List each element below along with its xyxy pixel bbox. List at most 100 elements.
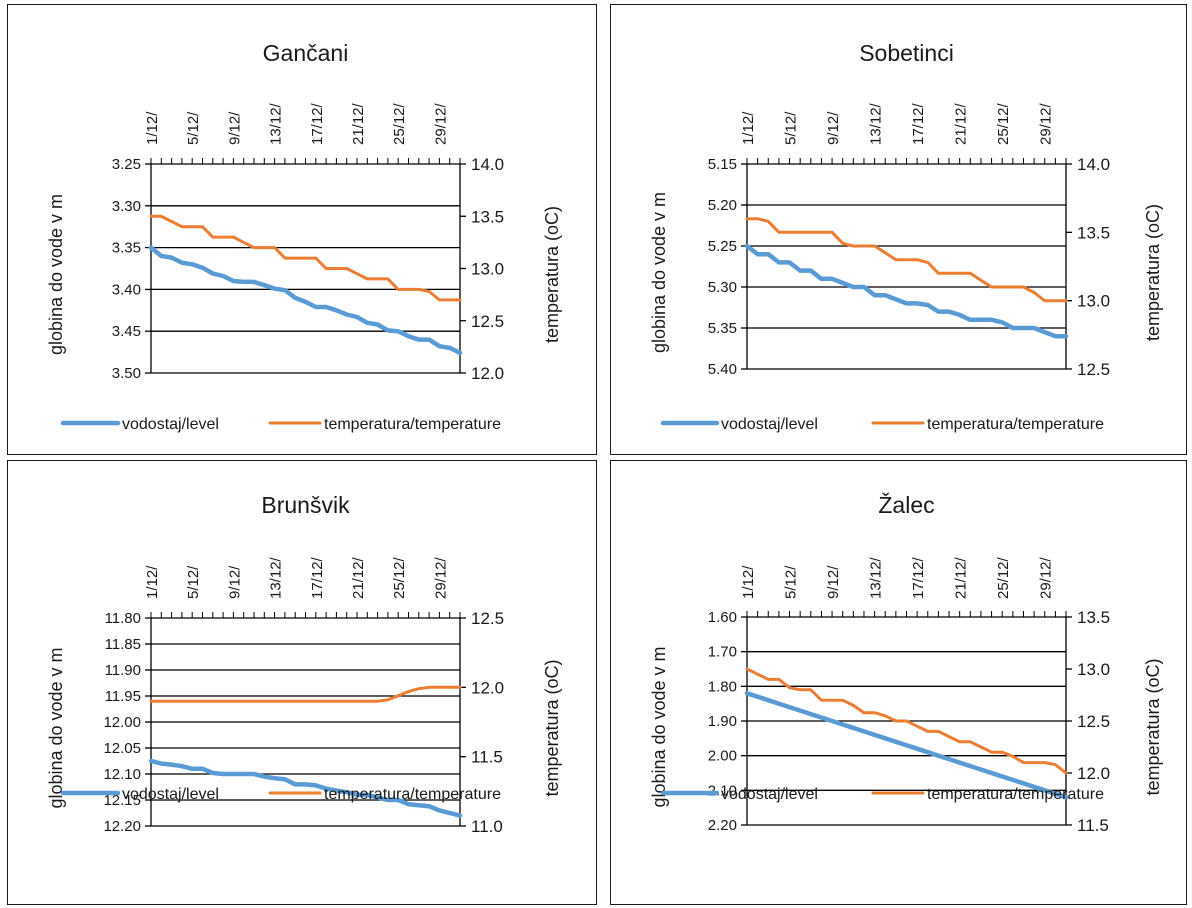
y-tick-label: 3.45 xyxy=(112,323,141,340)
y2-tick-label: 11.5 xyxy=(471,748,503,767)
x-tick-label: 17/12/ xyxy=(910,556,927,599)
chart-panel-zalec: Žalec 1.60 1.70 1.80 1.90 2.00 2.10 2.20 13.5 13.… xyxy=(610,460,1187,905)
x-tick-label: 1/12/ xyxy=(144,565,161,599)
legend-label: vodostaj/level xyxy=(122,416,219,433)
x-tick-label: 1/12/ xyxy=(740,565,757,599)
legend-label: temperatura/temperature xyxy=(324,786,501,803)
y-tick-label: 11.90 xyxy=(105,662,141,679)
x-tick-label: 21/12/ xyxy=(953,556,970,599)
x-tick-label: 13/12/ xyxy=(868,102,885,145)
series-line-level xyxy=(744,243,1069,339)
y2-tick-label: 12.0 xyxy=(471,364,504,383)
x-tick-label: 13/12/ xyxy=(268,102,285,145)
y2-axis-label: temperatura (oC) xyxy=(542,659,562,796)
y-tick-label: 12.15 xyxy=(103,792,141,809)
x-tick-label: 25/12/ xyxy=(995,556,1012,599)
series-line-temperature xyxy=(745,667,1068,775)
y2-tick-label: 13.5 xyxy=(1077,608,1110,627)
x-tick-label: 25/12/ xyxy=(391,102,408,145)
x-tick-label: 9/12/ xyxy=(226,111,243,145)
legend-label: vodostaj/level xyxy=(721,786,818,803)
y-tick-label: 3.30 xyxy=(112,198,141,215)
y2-tick-label: 13.5 xyxy=(1077,223,1110,242)
x-tick-label: 17/12/ xyxy=(309,556,326,599)
chart-svg: Brunšvik 11.80 11.85 11.90 11.95 12.00 12.05 12… xyxy=(46,492,562,836)
legend-label: temperatura/temperature xyxy=(927,786,1104,803)
chart-svg: Sobetinci 5.15 5.20 5.25 5.30 5.35 5.40 14.0 13.… xyxy=(649,40,1163,433)
x-tick-label: 21/12/ xyxy=(953,102,970,145)
y-axis-label: globina do vode v m xyxy=(46,194,66,355)
chart-panel-sobetinci: Sobetinci 5.15 5.20 5.25 5.30 5.35 5.40 14.0 13.… xyxy=(610,4,1187,455)
y-axis-label: globina do vode v m xyxy=(649,646,669,807)
y-tick-label: 12.10 xyxy=(103,766,141,783)
chart-title: Sobetinci xyxy=(859,40,954,66)
y2-tick-label: 13.0 xyxy=(1077,660,1110,679)
legend-label: vodostaj/level xyxy=(122,786,219,803)
y2-tick-label: 14.0 xyxy=(471,155,504,174)
x-tick-label: 29/12/ xyxy=(432,102,449,145)
y-axis-label: globina do vode v m xyxy=(649,192,669,353)
x-tick-label: 5/12/ xyxy=(185,565,202,599)
y-tick-label: 1.80 xyxy=(708,678,737,695)
y2-tick-label: 13.0 xyxy=(471,260,504,279)
x-tick-label: 1/12/ xyxy=(144,111,161,145)
y-tick-label: 1.70 xyxy=(708,644,737,661)
y-tick-label: 11.95 xyxy=(105,688,141,705)
x-tick-label: 5/12/ xyxy=(185,111,202,145)
x-tick-label: 25/12/ xyxy=(391,556,408,599)
y-tick-label: 11.80 xyxy=(105,610,141,627)
y2-tick-label: 12.5 xyxy=(471,609,504,628)
y2-tick-label: 12.0 xyxy=(1077,764,1110,783)
legend-label: temperatura/temperature xyxy=(927,416,1104,433)
y-tick-label: 1.90 xyxy=(708,713,737,730)
y-tick-label: 3.25 xyxy=(112,156,141,173)
y-tick-label: 3.50 xyxy=(112,365,141,382)
y2-tick-label: 11.0 xyxy=(471,817,503,836)
y2-tick-label: 13.5 xyxy=(471,207,504,226)
legend-label: vodostaj/level xyxy=(721,416,818,433)
y-tick-label: 5.40 xyxy=(708,361,737,378)
y-tick-label: 2.00 xyxy=(708,748,737,765)
y2-axis-label: temperatura (oC) xyxy=(1143,658,1163,795)
legend-label: temperatura/temperature xyxy=(324,416,501,433)
y-tick-label: 2.20 xyxy=(708,817,737,834)
series-line-level xyxy=(744,691,1069,800)
x-tick-label: 9/12/ xyxy=(825,565,842,599)
x-tick-label: 5/12/ xyxy=(783,565,800,599)
x-tick-label: 21/12/ xyxy=(350,102,367,145)
y-tick-label: 5.30 xyxy=(708,279,737,296)
y-tick-label: 5.15 xyxy=(708,156,737,173)
series-line-temperature xyxy=(149,685,462,703)
y-tick-label: 5.35 xyxy=(708,320,737,337)
y-tick-label: 5.25 xyxy=(708,238,737,255)
chart-svg: Žalec1.601.701.801.902.002.102.2013.513.… xyxy=(649,492,1163,835)
chart-panel-ganc: Gančani 3.25 3.30 3.35 3.40 3.45 3.50 14.0 13.5 1… xyxy=(7,4,597,455)
x-tick-label: 13/12/ xyxy=(868,556,885,599)
x-tick-label: 29/12/ xyxy=(1038,102,1055,145)
x-tick-label: 13/12/ xyxy=(268,556,285,599)
series-line-temperature xyxy=(149,214,462,302)
x-tick-label: 9/12/ xyxy=(825,111,842,145)
x-tick-label: 17/12/ xyxy=(910,102,927,145)
y2-tick-label: 14.0 xyxy=(1077,155,1110,174)
x-tick-label: 29/12/ xyxy=(1038,556,1055,599)
y-tick-label: 12.05 xyxy=(103,740,141,757)
y-tick-label: 11.85 xyxy=(105,636,141,653)
y-tick-label: 12.00 xyxy=(103,714,141,731)
chart-title: Brunšvik xyxy=(261,492,350,518)
y-tick-label: 3.35 xyxy=(112,240,141,257)
y2-tick-label: 12.5 xyxy=(1077,712,1110,731)
chart-panel-brunsvik: Brunšvik 11.80 11.85 11.90 11.95 12.00 12.05 12… xyxy=(7,460,597,905)
chart-svg: Gančani 3.25 3.30 3.35 3.40 3.45 3.50 14.0 13.5 1… xyxy=(46,40,562,433)
y-tick-label: 3.40 xyxy=(112,281,141,298)
chart-title: Žalec xyxy=(878,492,934,518)
x-tick-label: 21/12/ xyxy=(350,556,367,599)
y2-tick-label: 12.5 xyxy=(471,312,504,331)
y2-axis-label: temperatura (oC) xyxy=(542,206,562,343)
y-axis-label: globina do vode v m xyxy=(46,647,66,808)
y-tick-label: 12.20 xyxy=(103,818,141,835)
series-line-temperature xyxy=(745,217,1068,303)
chart-title: Gančani xyxy=(263,40,349,66)
y2-tick-label: 12.0 xyxy=(471,678,504,697)
x-tick-label: 5/12/ xyxy=(783,111,800,145)
